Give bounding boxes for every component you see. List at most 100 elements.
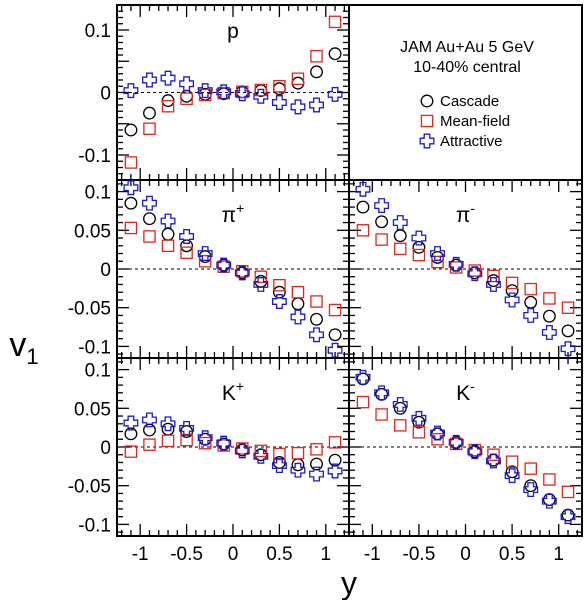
marker-cascade (124, 196, 138, 210)
marker-cascade (143, 212, 156, 226)
y-tick-label: -0.1 (78, 337, 111, 358)
marker-mean-field (412, 248, 426, 262)
marker-cascade (393, 229, 407, 243)
marker-cascade (124, 427, 138, 441)
marker-attractive (271, 294, 287, 309)
panel-K-: -1 -0.5 0 0.5 1 K- (348, 357, 583, 565)
marker-mean-field (394, 242, 407, 256)
marker-attractive (142, 72, 157, 88)
marker-cascade (328, 47, 342, 61)
marker-attractive (430, 425, 445, 441)
panel-legend: JAM Au+Au 5 GeV 10-40% central Cascade Mean… (348, 4, 583, 181)
marker-mean-field (273, 80, 286, 93)
y-tick-label: 0.1 (85, 361, 111, 382)
panel-pi-: π- (348, 179, 583, 359)
marker-cascade (561, 324, 575, 338)
marker-mean-field (543, 473, 556, 486)
particle-label-base: p (227, 20, 239, 43)
marker-attractive (123, 415, 139, 431)
marker-cascade (524, 479, 538, 493)
marker-attractive (216, 435, 232, 451)
marker-attractive (309, 327, 324, 343)
y-tick-label: 0.1 (85, 183, 111, 204)
marker-attractive (271, 95, 287, 110)
marker-mean-field (394, 419, 407, 432)
marker-attractive (142, 412, 157, 428)
x-tick-label: -0.5 (403, 544, 436, 565)
y-tick-label: 0.1 (85, 21, 111, 42)
marker-mean-field (291, 285, 305, 299)
marker-cascade (254, 84, 268, 98)
marker-cascade (505, 465, 519, 479)
x-tick-label: -1 (364, 544, 381, 565)
particle-label-sup: + (236, 378, 244, 394)
marker-mean-field (291, 72, 305, 86)
marker-attractive (234, 86, 250, 102)
marker-cascade (161, 422, 175, 436)
y-axis-title: v1 (9, 326, 38, 369)
panel-K+: 0.1 0.05 0 -0.05 -0.1 -1 -0.5 0 0.5 1 K+ (68, 357, 350, 565)
marker-cascade (291, 458, 305, 472)
marker-attractive (448, 256, 464, 272)
marker-mean-field (236, 85, 249, 99)
marker-mean-field (505, 276, 519, 290)
legend-title: JAM Au+Au 5 GeV (400, 39, 534, 56)
marker-mean-field (124, 445, 138, 458)
marker-mean-field (431, 433, 444, 446)
particle-label: π+ (222, 200, 245, 227)
marker-attractive (290, 309, 306, 325)
marker-attractive (253, 277, 269, 292)
marker-cascade (198, 87, 212, 101)
legend-marker-mean-field (420, 114, 434, 128)
marker-attractive (523, 307, 539, 323)
marker-cascade (356, 200, 370, 214)
marker-mean-field (356, 395, 370, 409)
marker-attractive (253, 88, 269, 104)
marker-cascade (524, 295, 538, 309)
marker-attractive (541, 493, 557, 509)
x-tick-label: 0 (460, 544, 471, 565)
marker-mean-field (273, 279, 286, 292)
marker-mean-field (161, 100, 175, 113)
x-tick-label: -0.5 (170, 544, 203, 565)
marker-attractive (197, 246, 213, 261)
marker-mean-field (180, 92, 193, 106)
marker-attractive (309, 97, 324, 113)
marker-attractive (467, 444, 483, 460)
marker-attractive (253, 448, 269, 464)
marker-attractive (411, 410, 427, 426)
panel-pi+: 0.1 0.05 0 -0.05 -0.1 π+ (68, 179, 350, 359)
marker-cascade (291, 297, 305, 311)
marker-attractive (327, 463, 343, 479)
marker-attractive (560, 341, 576, 357)
marker-mean-field (524, 282, 537, 296)
particle-label-base: K (456, 382, 470, 405)
marker-attractive (541, 325, 557, 340)
marker-attractive (504, 468, 520, 484)
y-tick-label: 0.05 (74, 221, 111, 242)
legend-entry-mean-field: Mean-field (440, 113, 510, 130)
marker-mean-field (180, 433, 193, 447)
marker-mean-field (412, 426, 426, 439)
marker-mean-field (124, 221, 138, 235)
legend-subtitle: 10-40% central (413, 59, 521, 76)
marker-mean-field (487, 448, 500, 461)
x-tick-label: 0 (228, 544, 239, 565)
marker-cascade (310, 312, 323, 326)
marker-mean-field (161, 239, 175, 253)
marker-mean-field (198, 255, 212, 268)
marker-attractive (179, 229, 195, 244)
marker-attractive (197, 430, 213, 446)
particle-label-sup: + (236, 200, 244, 216)
marker-attractive (355, 181, 371, 197)
marker-mean-field (561, 485, 575, 499)
marker-attractive (234, 265, 250, 281)
marker-attractive (560, 509, 576, 525)
marker-attractive (160, 70, 176, 86)
marker-mean-field (291, 446, 305, 460)
marker-cascade (180, 89, 194, 103)
marker-mean-field (143, 438, 156, 451)
particle-label-sup: - (470, 378, 475, 394)
particle-label: K+ (222, 378, 244, 405)
